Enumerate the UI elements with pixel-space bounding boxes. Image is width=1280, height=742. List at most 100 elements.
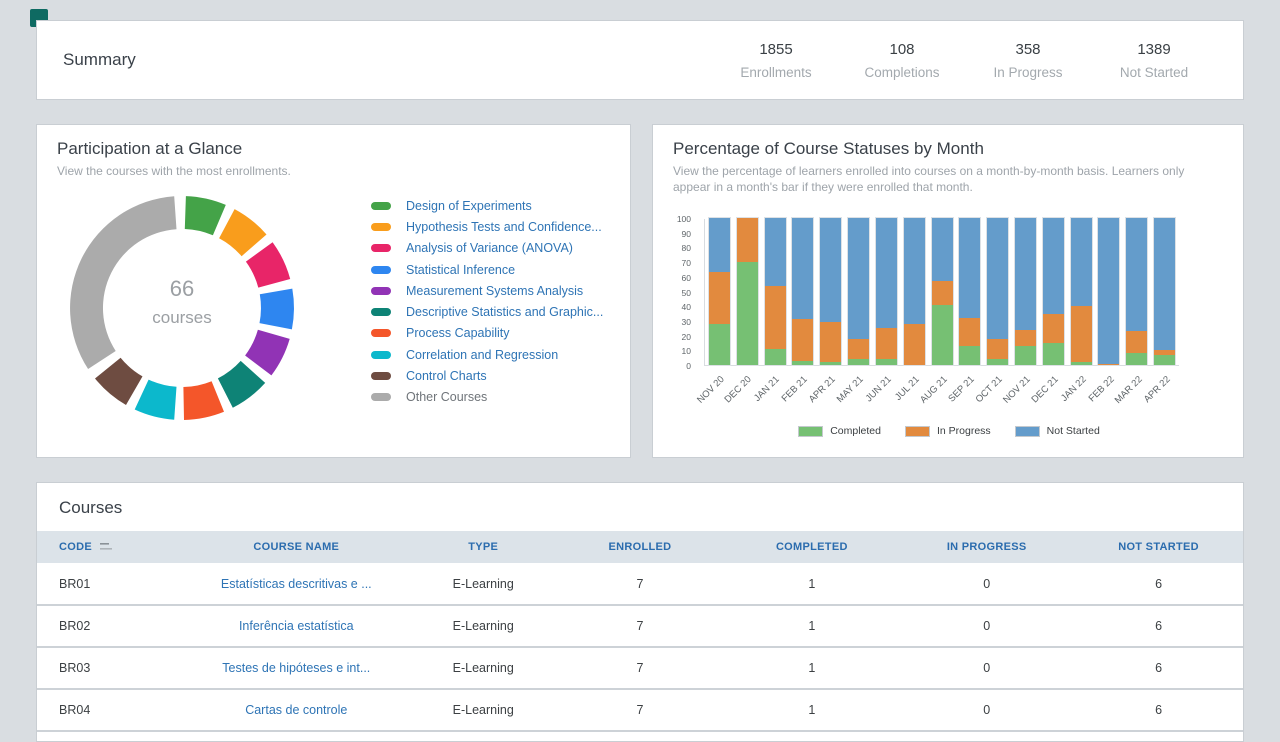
column-header-in-progress[interactable]: IN PROGRESS [899,531,1074,563]
enrolled-value-cell: 7 [556,563,725,605]
courses-table: CODE COURSE NAME TYPE ENROLLED COMPLETED… [37,531,1243,732]
stacked-bar[interactable] [820,218,841,365]
bar-segment [1126,353,1147,365]
summary-stats: 1855 Enrollments 108 Completions 358 In … [713,41,1217,80]
bar-segment [1015,218,1036,330]
bar-segment [987,218,1008,339]
sort-icon[interactable] [100,542,112,554]
legend-swatch [371,244,391,252]
in-progress-value: 0 [983,619,990,633]
completed-value: 1 [808,577,815,591]
bar-segment [876,218,897,328]
course-code-cell: BR03 [37,647,182,689]
y-tick-label: 100 [657,214,691,224]
bar-segment [1015,346,1036,365]
bar-legend-item[interactable]: Completed [798,425,881,437]
participation-title: Participation at a Glance [57,139,610,159]
column-header-not-started[interactable]: NOT STARTED [1074,531,1243,563]
statuses-title: Percentage of Course Statuses by Month [673,139,1223,159]
stat-in-progress: 358 In Progress [965,41,1091,80]
bar-segment [709,324,730,365]
stacked-bar[interactable] [765,218,786,365]
x-tick-label: AUG 21 [902,374,949,421]
in-progress-value-cell: 0 [899,689,1074,731]
donut-legend-item[interactable]: Descriptive Statistics and Graphic... [371,301,603,322]
legend-swatch [905,426,930,437]
bar-legend-item[interactable]: Not Started [1015,425,1100,437]
bar-segment [820,218,841,322]
bar-legend-item[interactable]: In Progress [905,425,991,437]
course-code-cell: BR04 [37,689,182,731]
donut-legend-item[interactable]: Measurement Systems Analysis [371,280,603,301]
donut-slice[interactable]: Measurement Systems Analysis [245,330,290,376]
bar-segment [987,359,1008,365]
stacked-bar[interactable] [737,218,758,365]
not-started-value-cell: 6 [1074,689,1243,731]
donut-legend-item[interactable]: Other Courses [371,387,603,408]
course-type: E-Learning [453,577,514,591]
bar-segment [1071,218,1092,306]
stacked-bar[interactable] [792,218,813,365]
bar-segment [1154,218,1175,350]
donut-slice[interactable]: Control Charts [95,358,143,405]
bar-segment [737,218,758,262]
donut-legend-item[interactable]: Process Capability [371,323,603,344]
donut-legend-item[interactable]: Correlation and Regression [371,344,603,365]
stacked-bar[interactable] [932,218,953,365]
course-name-link[interactable]: Estatísticas descritivas e ... [221,577,372,591]
stacked-bar[interactable] [1098,218,1119,365]
column-header-completed[interactable]: COMPLETED [724,531,899,563]
donut-legend-item[interactable]: Hypothesis Tests and Confidence... [371,216,603,237]
bar-segment [709,272,730,323]
bar-segment [792,218,813,319]
bar-segment [1015,330,1036,346]
course-name-link[interactable]: Inferência estatística [239,619,354,633]
column-header-enrolled[interactable]: ENROLLED [556,531,725,563]
donut-slice[interactable]: Analysis of Variance (ANOVA) [246,242,290,287]
bar-segment [876,328,897,359]
bar-segment [765,218,786,286]
in-progress-value: 0 [983,577,990,591]
donut-slice[interactable]: Hypothesis Tests and Confidence... [219,209,266,256]
stacked-bar[interactable] [709,218,730,365]
bar-segment [932,305,953,365]
stat-completions: 108 Completions [839,41,965,80]
donut-slice[interactable]: Statistical Inference [260,289,294,330]
x-tick-label: JAN 21 [735,374,782,421]
course-name-link[interactable]: Cartas de controle [245,703,347,717]
stacked-bar[interactable] [904,218,925,365]
stacked-bar[interactable] [959,218,980,365]
donut-legend-item[interactable]: Analysis of Variance (ANOVA) [371,238,603,259]
donut-slice[interactable]: Process Capability [183,381,224,420]
donut-chart: Design of ExperimentsHypothesis Tests an… [62,188,302,428]
stacked-bar[interactable] [848,218,869,365]
donut-legend-item[interactable]: Control Charts [371,365,603,386]
not-started-value: 6 [1155,619,1162,633]
legend-label: Design of Experiments [406,199,532,213]
column-header-type[interactable]: TYPE [411,531,556,563]
bar-chart-legend: Completed In Progress Not Started [653,425,1245,437]
donut-slice[interactable]: Other Courses [70,196,176,369]
y-tick-label: 10 [657,346,691,356]
column-header-code[interactable]: CODE [37,531,182,563]
bar-segment [820,322,841,362]
stacked-bar[interactable] [1154,218,1175,365]
stacked-bar[interactable] [1071,218,1092,365]
x-tick-label: DEC 20 [707,374,754,421]
legend-label: Hypothesis Tests and Confidence... [406,220,602,234]
completed-value-cell: 1 [724,647,899,689]
donut-slice[interactable]: Descriptive Statistics and Graphic... [218,361,265,408]
donut-legend-item[interactable]: Statistical Inference [371,259,603,280]
donut-slice[interactable]: Design of Experiments [185,196,226,235]
column-header-course-name[interactable]: COURSE NAME [182,531,411,563]
stacked-bar[interactable] [1015,218,1036,365]
donut-legend-item[interactable]: Design of Experiments [371,195,603,216]
course-type-cell: E-Learning [411,647,556,689]
stacked-bar[interactable] [987,218,1008,365]
course-name-link[interactable]: Testes de hipóteses e int... [222,661,370,675]
stacked-bar[interactable] [1126,218,1147,365]
donut-slice[interactable]: Correlation and Regression [135,380,177,420]
x-tick-label: JAN 22 [1041,374,1088,421]
stacked-bar[interactable] [1043,218,1064,365]
stacked-bar[interactable] [876,218,897,365]
